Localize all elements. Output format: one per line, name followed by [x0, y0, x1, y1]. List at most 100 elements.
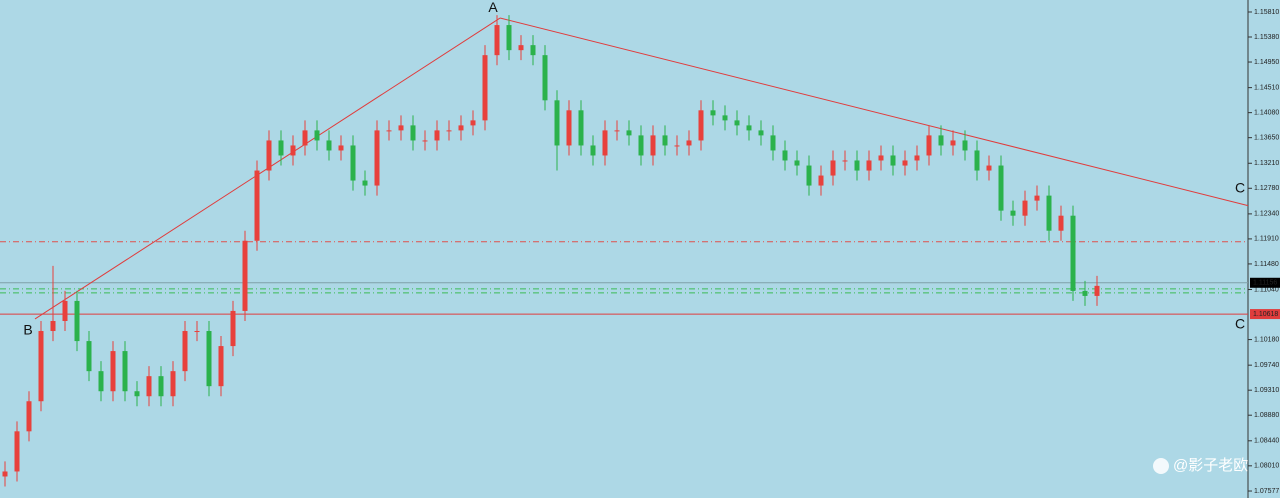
candle-body [14, 431, 20, 472]
candle-body [866, 160, 872, 171]
y-tick-label: 1.10180 [1254, 336, 1279, 343]
candle-body [722, 115, 728, 121]
candle-body [686, 140, 692, 146]
candle-body [890, 155, 896, 166]
candle-body [1082, 290, 1088, 296]
point-label: A [488, 0, 498, 15]
y-tick-label: 1.12340 [1254, 211, 1279, 218]
candle-body [938, 135, 944, 146]
candle-body [830, 160, 836, 176]
candle-body [1070, 215, 1076, 291]
y-tick-label: 1.15380 [1254, 34, 1279, 41]
candle-body [626, 130, 632, 136]
candle-body [398, 125, 404, 131]
candle-body [230, 310, 236, 347]
candle-body [182, 331, 188, 372]
candle-body [98, 371, 104, 392]
y-tick-label: 1.08010 [1254, 463, 1279, 470]
candle-body [794, 160, 800, 166]
candle-body [986, 165, 992, 171]
candle-body [1034, 195, 1040, 201]
candle-body [1046, 195, 1052, 231]
candle-body [302, 130, 308, 146]
candle-body [614, 130, 620, 132]
y-tick-label: 1.08440 [1254, 438, 1279, 445]
candle-body [1010, 210, 1016, 216]
candle-body [458, 125, 464, 131]
candle-body [914, 155, 920, 161]
annotation: C [1235, 316, 1245, 332]
trendline-segment [499, 17, 1249, 207]
candle-body [602, 130, 608, 156]
candle-body [638, 135, 644, 156]
candle-body [590, 145, 596, 156]
candle-body [710, 110, 716, 116]
candle-body [158, 376, 164, 397]
candle-body [194, 331, 200, 333]
candle-body [806, 165, 812, 186]
candle-body [662, 135, 668, 146]
price-label: 1.11156 [1253, 280, 1277, 287]
candle-body [278, 140, 284, 156]
candle-body [326, 140, 332, 151]
candle-body [698, 110, 704, 141]
candle-body [770, 135, 776, 151]
y-tick-label: 1.11040 [1254, 286, 1279, 293]
candle-body [134, 391, 140, 397]
price-label: 1.10618 [1253, 311, 1278, 318]
point-label: C [1235, 179, 1245, 195]
candle-body [998, 165, 1004, 211]
candle-body [746, 125, 752, 131]
candle-body [566, 110, 572, 146]
candle-body [878, 155, 884, 161]
candle-body [758, 130, 764, 136]
candle-body [86, 341, 92, 372]
y-tick-label: 1.14510 [1254, 84, 1279, 91]
price-label-box [1250, 277, 1280, 288]
candle-body [482, 55, 488, 121]
candle-body [374, 130, 380, 186]
y-tick-label: 1.11480 [1254, 261, 1279, 268]
watermark-icon [1153, 458, 1169, 474]
candle-body [674, 145, 680, 147]
candle-body [818, 175, 824, 186]
candle-body [122, 351, 128, 392]
candle-body [26, 401, 32, 432]
y-tick-label: 1.15810 [1254, 9, 1279, 16]
candle-body [842, 160, 848, 162]
candle-body [974, 150, 980, 171]
candle-body [554, 100, 560, 146]
candle-body [494, 25, 500, 56]
candle-body [854, 160, 860, 171]
candle-body [518, 45, 524, 51]
candle-body [362, 180, 368, 186]
watermark-text: @影子老欧 [1173, 457, 1248, 474]
y-tick-label: 1.13650 [1254, 135, 1279, 142]
candle-body [170, 371, 176, 397]
candle-body [266, 140, 272, 171]
candle-body [290, 145, 296, 156]
candle-body [962, 140, 968, 151]
candle-body [38, 331, 44, 402]
candle-body [254, 170, 260, 241]
candle-body [386, 130, 392, 132]
price-label-box [1250, 309, 1280, 320]
candle-body [110, 351, 116, 392]
candle-body [578, 110, 584, 146]
watermark: @影子老欧 [1153, 457, 1248, 474]
candle-body [506, 25, 512, 51]
candle-body [542, 55, 548, 101]
candle-body [242, 240, 248, 311]
candle-body [434, 130, 440, 141]
candle-body [950, 140, 956, 146]
candle-body [2, 471, 8, 477]
candle-body [314, 130, 320, 141]
candle-body [926, 135, 932, 156]
candle-body [218, 346, 224, 387]
y-tick-label: 1.13210 [1254, 160, 1279, 167]
candle-body [530, 45, 536, 56]
candle-body [74, 300, 80, 342]
candle-body [422, 140, 428, 142]
